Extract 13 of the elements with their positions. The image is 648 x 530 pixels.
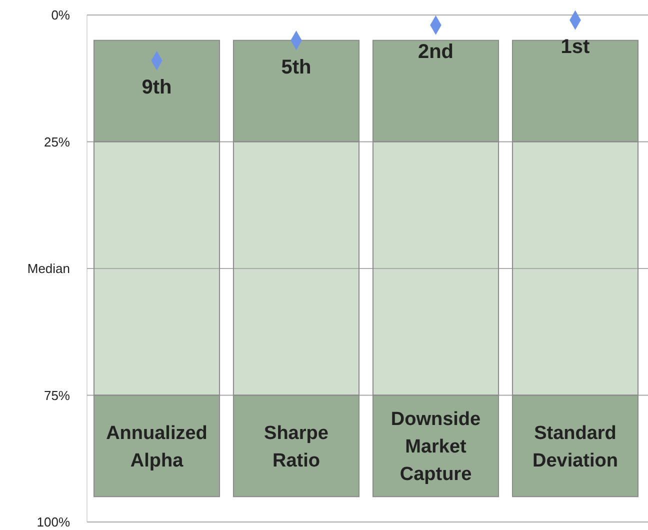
data-label: 5th [281,56,312,78]
y-tick-label: 100% [36,514,70,530]
data-label: 1st [560,36,590,58]
x-tick-label: Standard Deviation [532,422,618,472]
x-tick-label: Sharpe Ratio [264,422,328,472]
data-label: 9th [142,76,172,99]
y-tick-label: 75% [44,388,70,403]
x-tick-label: Annualized Alpha [106,422,208,472]
data-label: 2nd [418,41,454,64]
y-tick-label: Median [27,261,70,276]
y-tick-label: 0% [51,8,70,23]
y-tick-label: 25% [44,134,70,150]
x-tick-label: Downside Market Capture [390,409,481,486]
